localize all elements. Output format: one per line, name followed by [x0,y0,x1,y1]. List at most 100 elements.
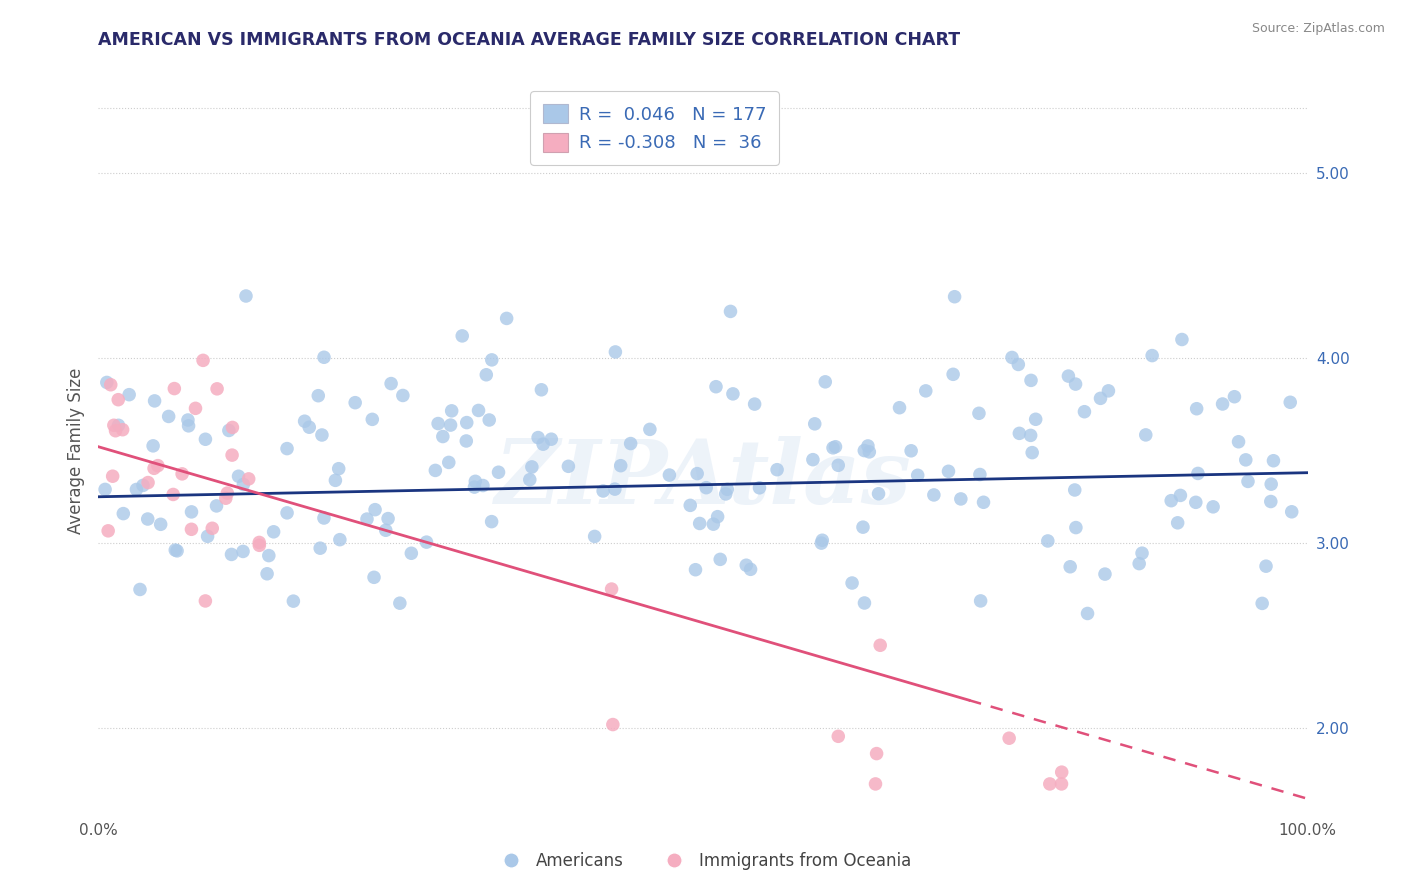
Point [165,543,187,558]
Point [605,345,627,359]
Point [1063,483,1085,497]
Point [172,467,194,481]
Point [467,403,489,417]
Point [100,377,122,392]
Point [949,491,972,506]
Point [232,477,254,491]
Point [191,353,214,368]
Point [298,420,321,434]
Point [329,533,352,547]
Point [425,463,447,477]
Text: Source: ZipAtlas.com: Source: ZipAtlas.com [1251,22,1385,36]
Point [162,487,184,501]
Point [744,397,766,411]
Legend: R =  0.046   N = 177, R = -0.308   N =  36: R = 0.046 N = 177, R = -0.308 N = 36 [530,91,779,165]
Point [695,481,717,495]
Point [104,424,127,438]
Point [94,483,117,497]
Point [702,517,724,532]
Point [1008,426,1031,441]
Point [868,486,890,500]
Point [218,424,240,438]
Point [1202,500,1225,514]
Point [714,487,737,501]
Point [166,544,188,558]
Point [111,423,134,437]
Point [217,486,239,500]
Point [392,388,415,402]
Point [235,289,257,303]
Point [309,541,332,556]
Point [1039,777,1062,791]
Point [439,418,461,433]
Point [706,509,728,524]
Point [527,431,550,445]
Point [852,520,875,534]
Point [735,558,758,573]
Point [602,717,624,731]
Point [112,507,135,521]
Point [1019,428,1042,442]
Point [1019,373,1042,387]
Point [325,474,347,488]
Point [1057,369,1080,384]
Point [603,482,626,496]
Point [973,495,995,509]
Point [869,638,891,652]
Point [748,481,770,495]
Point [679,499,702,513]
Point [530,383,553,397]
Point [709,552,731,566]
Point [1212,397,1234,411]
Point [471,478,494,492]
Point [1007,358,1029,372]
Point [519,473,541,487]
Point [238,472,260,486]
Point [143,461,166,475]
Point [311,428,333,442]
Point [865,747,887,761]
Point [858,445,880,459]
Point [221,448,243,462]
Point [149,517,172,532]
Point [827,458,849,473]
Point [228,469,250,483]
Point [1160,493,1182,508]
Point [685,563,707,577]
Point [1185,495,1208,509]
Point [276,442,298,456]
Point [194,594,217,608]
Point [475,368,498,382]
Point [1254,559,1277,574]
Point [118,387,141,401]
Point [540,432,562,446]
Point [766,463,789,477]
Point [1076,607,1098,621]
Point [101,469,124,483]
Text: ZIPAtlas: ZIPAtlas [495,436,911,523]
Point [201,521,224,535]
Point [1036,533,1059,548]
Point [686,467,709,481]
Point [1090,392,1112,406]
Point [481,352,503,367]
Point [969,467,991,482]
Point [689,516,711,531]
Point [1130,546,1153,560]
Point [967,406,990,420]
Point [1237,475,1260,489]
Point [125,483,148,497]
Legend: Americans, Immigrants from Oceania: Americans, Immigrants from Oceania [488,846,918,877]
Point [194,432,217,446]
Point [205,499,228,513]
Point [184,401,207,416]
Point [380,376,402,391]
Point [1021,445,1043,459]
Point [312,351,335,365]
Point [811,533,834,548]
Point [1281,505,1303,519]
Point [720,304,742,318]
Point [180,505,202,519]
Point [205,382,228,396]
Point [136,475,159,490]
